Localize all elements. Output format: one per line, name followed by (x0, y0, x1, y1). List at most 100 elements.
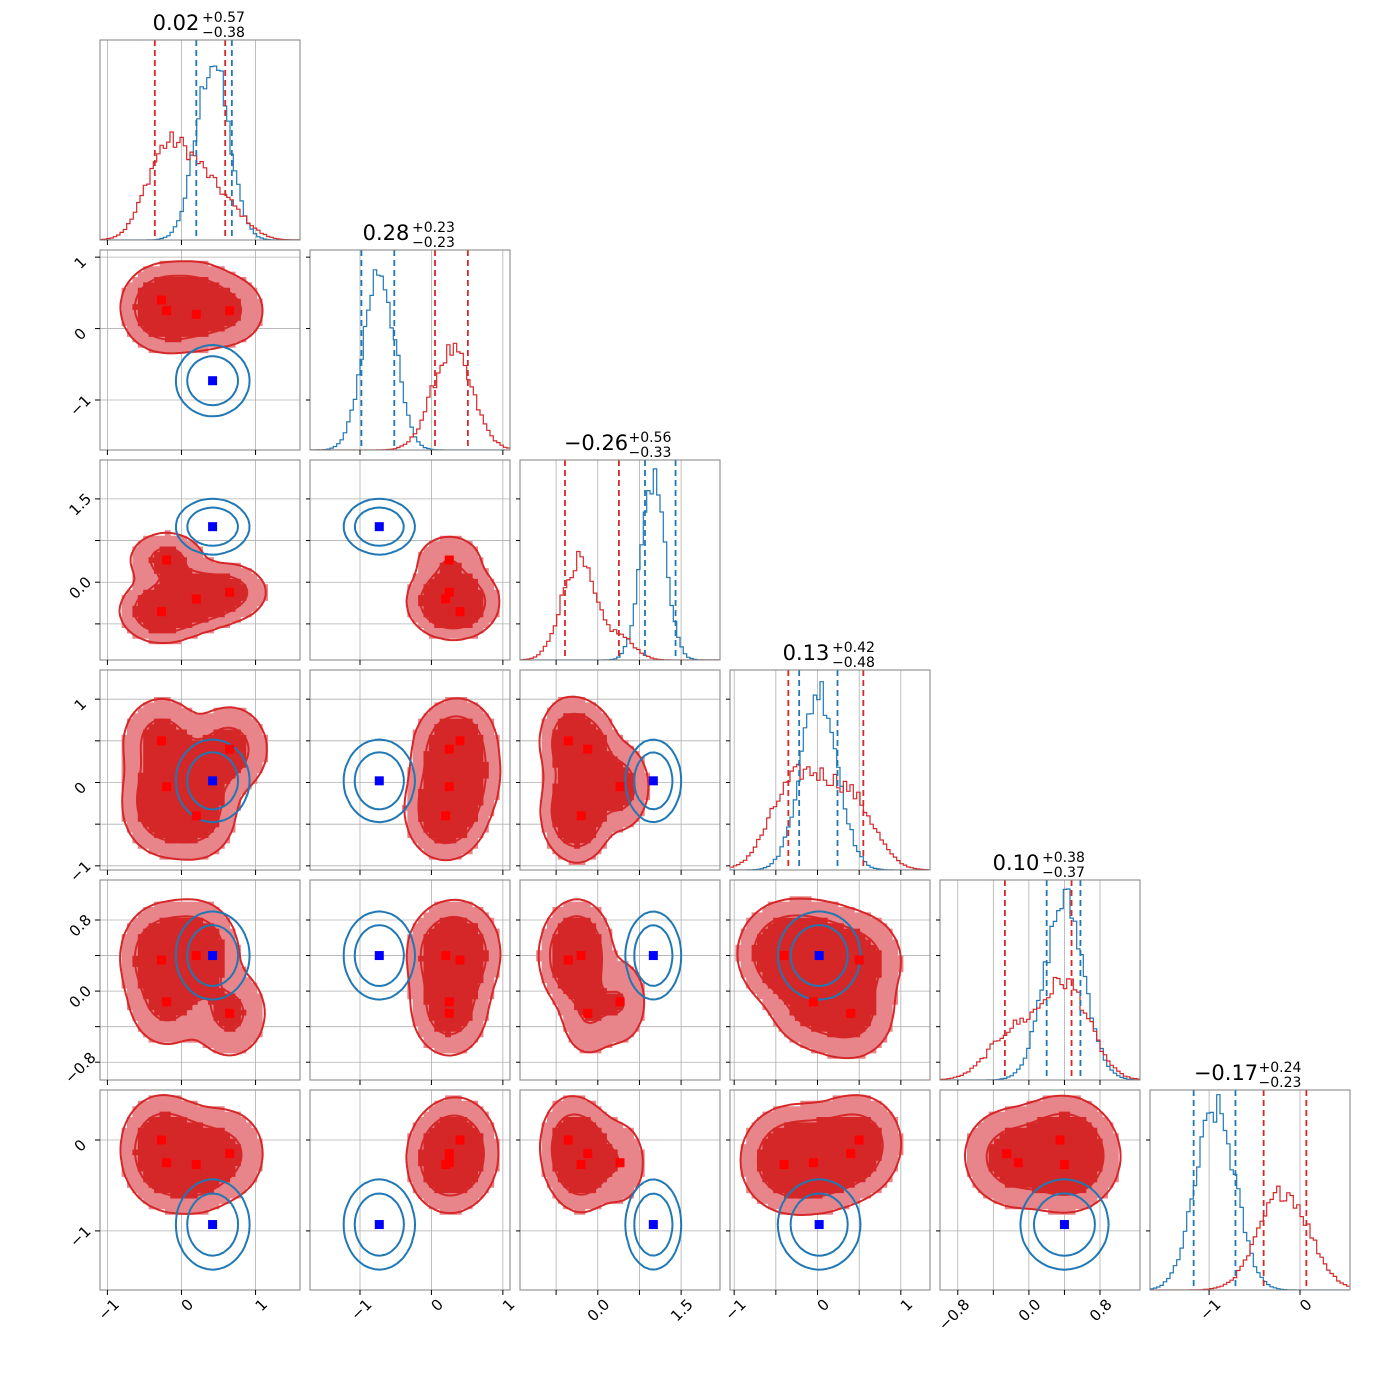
red-marker (808, 997, 818, 1007)
red-marker (225, 1008, 235, 1018)
red-contour-line (417, 715, 487, 845)
blue-contour-line (624, 1178, 683, 1271)
red-contour-line (136, 718, 250, 844)
x-tick-label: 1.5 (667, 1296, 697, 1326)
panel-2-1 (306, 459, 511, 665)
x-tick-label: 1 (897, 1296, 916, 1315)
panel-plot-area (940, 1090, 1140, 1290)
red-marker (455, 1135, 465, 1145)
red-marker (1055, 1135, 1065, 1145)
panel-5-3: −1 0 1 (721, 1089, 931, 1324)
red-marker (156, 736, 166, 746)
blue-contour-line (353, 1192, 405, 1257)
panel-plot-area (520, 1090, 720, 1290)
blue-histogram (730, 681, 930, 870)
panel-frame (729, 879, 931, 1081)
red-marker (615, 782, 625, 792)
param-title-minus: −0.33 (629, 445, 672, 461)
blue-contour-line (633, 751, 674, 811)
red-marker (615, 997, 625, 1007)
blue-marker (374, 522, 384, 532)
y-tick-label: 1.5 (66, 490, 96, 520)
panel-frame (99, 459, 301, 661)
red-marker (846, 1008, 856, 1018)
param-title-plus: +0.57 (202, 10, 245, 26)
red-contour-line (550, 712, 636, 848)
red-marker (846, 1149, 856, 1159)
y-tick-label: 1 (71, 695, 90, 714)
param-title-plus: +0.42 (832, 640, 875, 656)
red-marker (583, 1149, 593, 1159)
blue-contour-line (186, 751, 239, 811)
red-marker (191, 1160, 201, 1170)
panel-1-1: 0.28 +0.23−0.23 (306, 220, 511, 455)
red-marker (455, 607, 465, 617)
panel-4-2 (516, 879, 721, 1085)
panel-frame (99, 249, 301, 451)
panel-2-0: 0.0 1.5 (66, 459, 301, 665)
red-contour-line (548, 915, 625, 1025)
param-title-plus: +0.56 (629, 430, 672, 446)
y-tick-label: 0.0 (66, 982, 96, 1012)
blue-contour-line (789, 1192, 849, 1257)
panel-3-0: −1 0 1 (66, 669, 301, 886)
param-title-minus: −0.23 (412, 235, 455, 251)
red-marker (441, 951, 451, 961)
red-contour-line (739, 1094, 903, 1216)
red-marker (854, 1135, 864, 1145)
red-marker (1059, 1160, 1069, 1170)
red-contour-line (964, 1094, 1122, 1214)
red-marker (441, 594, 451, 604)
panel-plot-area (520, 670, 720, 870)
blue-contour-line (353, 924, 405, 987)
panel-frame (99, 1089, 301, 1291)
param-title-minus: −0.38 (202, 25, 245, 41)
red-marker (444, 587, 454, 597)
panel-frame (729, 669, 931, 871)
red-contour-line (419, 1114, 485, 1197)
param-title-minus: −0.37 (1042, 865, 1085, 881)
y-tick-label: 1 (71, 253, 90, 272)
panel-frame (309, 459, 511, 661)
red-marker (156, 607, 166, 617)
red-marker (156, 295, 166, 305)
red-marker (444, 782, 454, 792)
blue-histogram (310, 269, 510, 450)
red-contour-line (752, 914, 882, 1039)
red-contour-line (119, 1094, 264, 1215)
panel-frame (939, 1089, 1141, 1291)
blue-contour-line (633, 924, 674, 987)
panel-frame (1149, 1089, 1351, 1291)
param-title-minus: −0.48 (832, 655, 875, 671)
blue-marker (208, 1220, 218, 1230)
blue-marker (208, 951, 218, 961)
panel-plot-area (100, 250, 300, 450)
red-contour-line (133, 547, 249, 634)
red-marker (444, 1149, 454, 1159)
red-marker (576, 811, 586, 821)
panel-3-1 (306, 669, 511, 875)
blue-contour-line (353, 506, 405, 547)
blue-marker (648, 951, 658, 961)
red-histogram (940, 976, 1140, 1080)
red-marker (854, 955, 864, 965)
x-tick-label: −1 (95, 1296, 123, 1324)
panel-5-0: −1 0 1 −1 0 (66, 1089, 301, 1324)
red-contour-fill-inner (418, 718, 489, 844)
y-tick-label: −1 (66, 1222, 94, 1250)
red-marker (1002, 1149, 1012, 1159)
red-marker (779, 951, 789, 961)
red-marker (1013, 1158, 1023, 1168)
red-marker (225, 1149, 235, 1159)
blue-contour-line (186, 506, 239, 547)
blue-contour-line (342, 497, 416, 556)
red-marker (191, 309, 201, 319)
panel-plot-area (100, 670, 300, 870)
x-tick-label: −0.8 (935, 1296, 973, 1334)
red-marker (444, 1008, 454, 1018)
red-histogram (730, 763, 930, 870)
param-title-0: 0.02 (153, 11, 200, 35)
y-tick-label: 0.0 (66, 573, 96, 603)
red-contour-line (405, 1096, 500, 1215)
red-histogram (520, 550, 720, 660)
